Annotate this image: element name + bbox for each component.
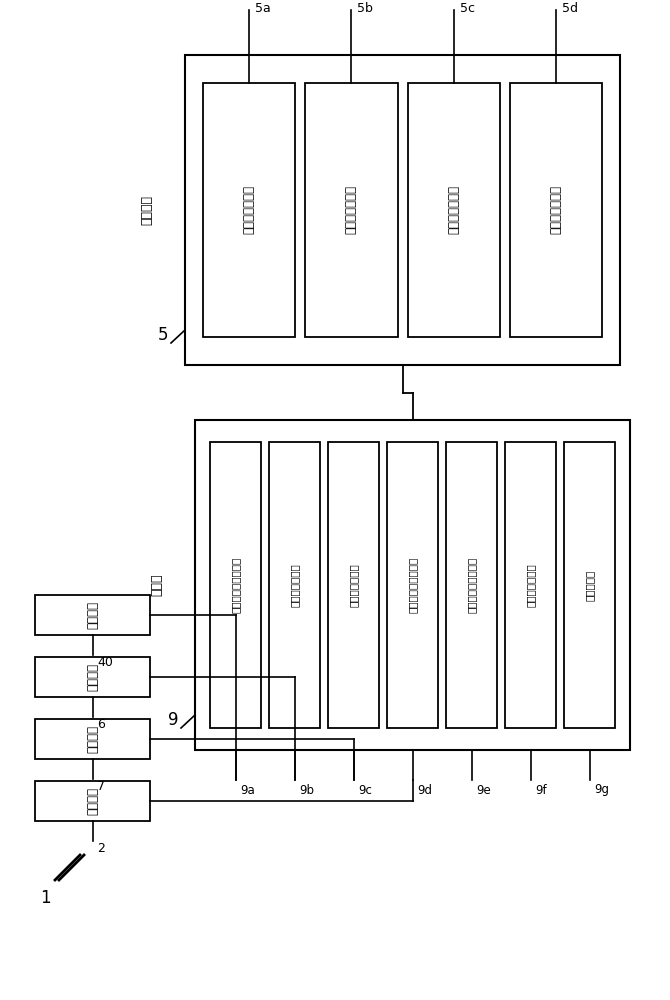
Bar bbox=[407, 83, 500, 337]
Text: 7: 7 bbox=[98, 780, 105, 794]
Text: 显示单元: 显示单元 bbox=[86, 663, 99, 691]
Text: 操作单元: 操作单元 bbox=[86, 725, 99, 753]
Text: 5b: 5b bbox=[357, 1, 373, 14]
Text: 9f: 9f bbox=[535, 784, 547, 796]
Bar bbox=[35, 719, 150, 759]
Text: 拍摄图像存储部: 拍摄图像存储部 bbox=[243, 186, 256, 234]
Text: 驱动控制部: 驱动控制部 bbox=[584, 569, 594, 601]
Text: 6: 6 bbox=[98, 718, 105, 732]
Text: 重绕机构: 重绕机构 bbox=[86, 787, 99, 815]
Text: 缺陷检测处理部: 缺陷检测处理部 bbox=[289, 563, 299, 607]
Bar bbox=[210, 442, 261, 728]
Bar bbox=[505, 442, 556, 728]
Text: 9g: 9g bbox=[594, 784, 610, 796]
Text: 5a: 5a bbox=[255, 1, 271, 14]
Bar bbox=[35, 595, 150, 635]
Text: 基准图像存储部: 基准图像存储部 bbox=[345, 186, 358, 234]
Bar bbox=[564, 442, 615, 728]
Bar bbox=[387, 442, 438, 728]
Text: 9b: 9b bbox=[299, 784, 314, 796]
Text: 1: 1 bbox=[40, 889, 50, 907]
Bar bbox=[328, 442, 379, 728]
Text: 9a: 9a bbox=[241, 784, 255, 796]
Text: 9e: 9e bbox=[476, 784, 491, 796]
Text: 拍摄图像存储处理部: 拍摄图像存储处理部 bbox=[230, 557, 241, 613]
Text: 缺陷显示处理部: 缺陷显示处理部 bbox=[525, 563, 535, 607]
Text: 9c: 9c bbox=[358, 784, 373, 796]
Text: 5d: 5d bbox=[562, 1, 578, 14]
Text: 存储单元: 存储单元 bbox=[141, 195, 153, 225]
Text: 位置确定处理部: 位置确定处理部 bbox=[348, 563, 358, 607]
Text: 缺陷图像存储部: 缺陷图像存储部 bbox=[447, 186, 460, 234]
Bar bbox=[35, 657, 150, 697]
Text: 缺陷位置存储部: 缺陷位置存储部 bbox=[549, 186, 562, 234]
Text: 9d: 9d bbox=[417, 784, 433, 796]
Bar bbox=[35, 781, 150, 821]
Text: 5: 5 bbox=[157, 326, 168, 344]
Bar bbox=[195, 420, 630, 750]
Text: 2: 2 bbox=[98, 842, 105, 856]
Bar bbox=[446, 442, 497, 728]
Bar bbox=[185, 55, 620, 365]
Text: 缺陷图像存储处理部: 缺陷图像存储处理部 bbox=[407, 557, 417, 613]
Text: 9: 9 bbox=[168, 711, 178, 729]
Bar bbox=[269, 442, 320, 728]
Text: 摄像单元: 摄像单元 bbox=[86, 601, 99, 629]
Bar bbox=[510, 83, 602, 337]
Bar bbox=[203, 83, 295, 337]
Text: 控制部: 控制部 bbox=[151, 574, 163, 596]
Bar bbox=[306, 83, 397, 337]
Text: 40: 40 bbox=[98, 656, 113, 670]
Text: 5c: 5c bbox=[460, 1, 474, 14]
Text: 缺陷位置存储处理部: 缺陷位置存储处理部 bbox=[466, 557, 476, 613]
